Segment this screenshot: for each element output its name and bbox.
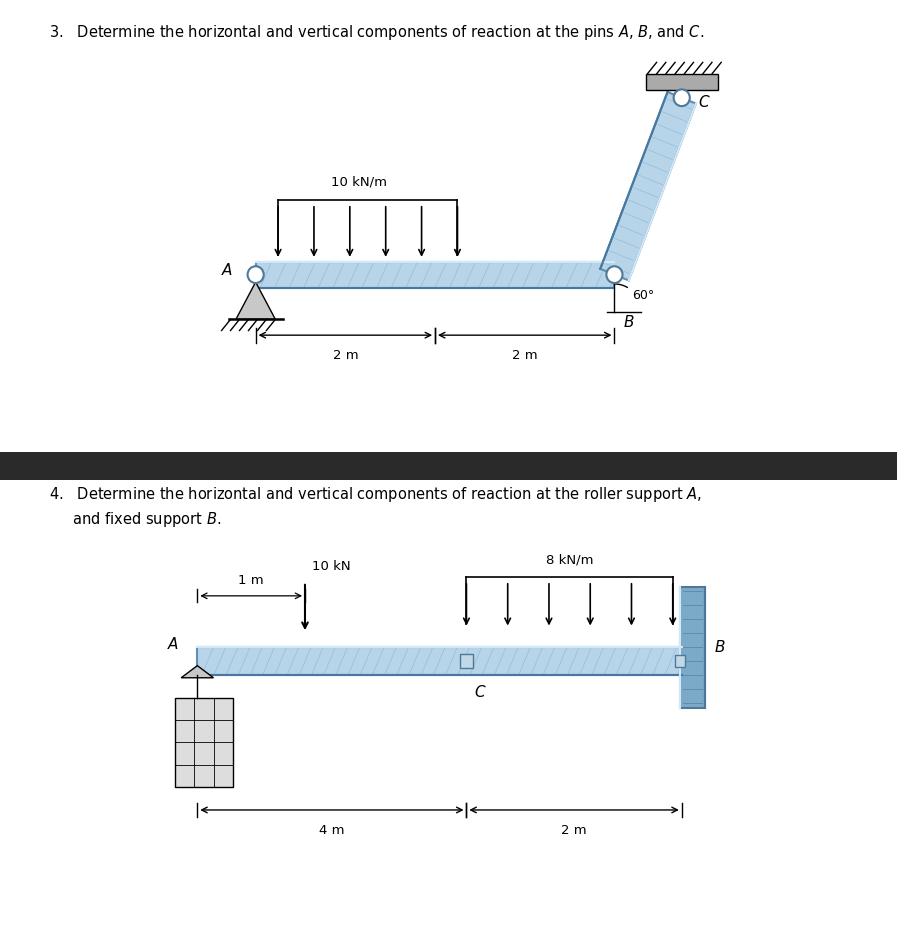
- Bar: [175, 698, 233, 787]
- Text: 10 kN/m: 10 kN/m: [331, 176, 387, 189]
- Text: $A$: $A$: [167, 636, 179, 652]
- Bar: [646, 74, 718, 90]
- Text: 2 m: 2 m: [562, 824, 587, 837]
- Bar: [675, 655, 685, 667]
- Circle shape: [606, 266, 623, 283]
- Text: 2 m: 2 m: [333, 349, 358, 362]
- Circle shape: [248, 266, 264, 283]
- Text: $C$: $C$: [474, 684, 486, 700]
- Text: 4.   Determine the horizontal and vertical components of reaction at the roller : 4. Determine the horizontal and vertical…: [49, 485, 702, 504]
- Text: 10 kN: 10 kN: [312, 560, 351, 573]
- Text: 1 m: 1 m: [239, 573, 264, 587]
- Text: 8 kN/m: 8 kN/m: [546, 553, 593, 566]
- Bar: [0, 452, 897, 480]
- Text: $B$: $B$: [714, 639, 726, 655]
- Text: 60°: 60°: [632, 289, 655, 302]
- Text: 4 m: 4 m: [319, 824, 344, 837]
- Text: and fixed support $B$.: and fixed support $B$.: [49, 510, 222, 529]
- Circle shape: [674, 89, 690, 106]
- Polygon shape: [236, 282, 275, 319]
- Bar: [256, 262, 614, 288]
- Bar: [460, 654, 473, 668]
- Text: $C$: $C$: [698, 94, 710, 111]
- Text: 2 m: 2 m: [512, 349, 537, 362]
- Polygon shape: [600, 92, 696, 280]
- Text: 3.   Determine the horizontal and vertical components of reaction at the pins $A: 3. Determine the horizontal and vertical…: [49, 23, 704, 42]
- Polygon shape: [181, 666, 213, 678]
- Text: $B$: $B$: [623, 314, 635, 330]
- Bar: [197, 647, 682, 675]
- Text: $A$: $A$: [221, 262, 233, 278]
- Bar: [680, 587, 705, 708]
